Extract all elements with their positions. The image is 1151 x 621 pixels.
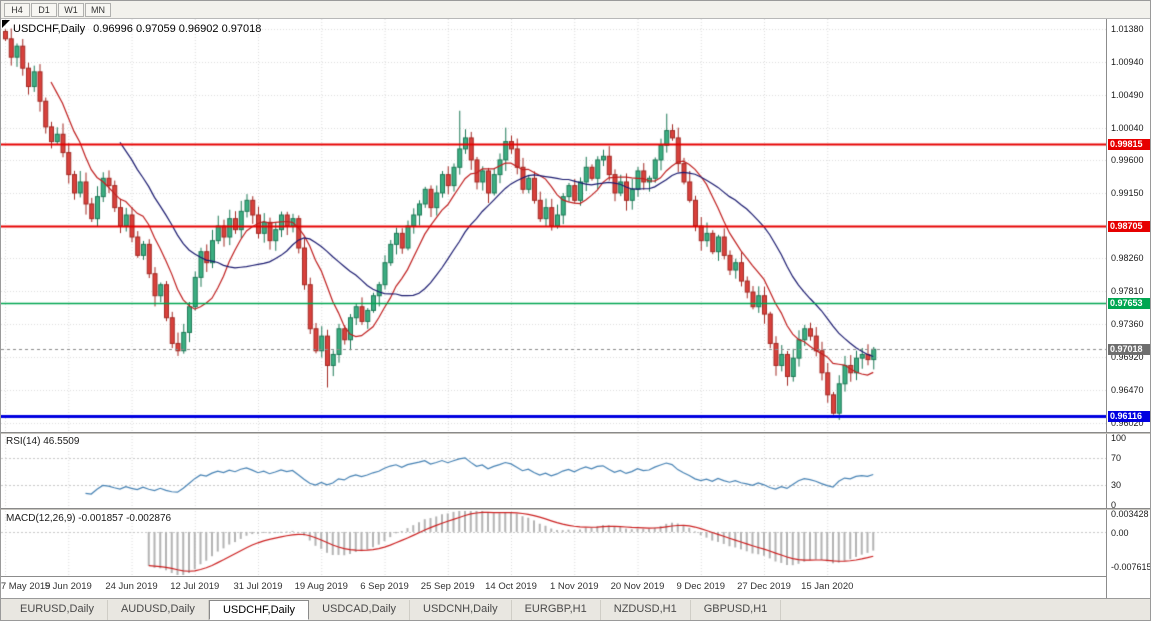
rsi-axis-label: 0: [1111, 500, 1117, 510]
price-chart-canvas[interactable]: [1, 19, 1106, 576]
chart-tabs-bar: EURUSD,Daily AUDUSD,Daily USDCHF,Daily USDC…: [1, 598, 1150, 620]
period-button-mn[interactable]: MN: [85, 2, 111, 17]
chart-tab-usdchf-daily[interactable]: USDCHF,Daily: [208, 600, 310, 620]
rsi-axis-label: 70: [1111, 453, 1122, 464]
symbol-period-label: USDCHF,Daily: [13, 23, 86, 35]
macd-axis-label: 0.003428: [1111, 509, 1149, 519]
period-button-d1[interactable]: D1: [31, 2, 57, 17]
date-axis-label: 6 Sep 2019: [360, 581, 409, 592]
macd-axis-label: 0.00: [1111, 527, 1129, 538]
price-axis-label: 0.96470: [1111, 384, 1144, 395]
date-axis-label: 14 Oct 2019: [485, 581, 537, 592]
price-scale[interactable]: 1.01380 1.00940 1.00490 1.00040 0.99600 0.991…: [1106, 19, 1151, 598]
price-axis-label: 1.01380: [1111, 24, 1144, 35]
ohlc-values-label: 0.96996 0.97059 0.96902 0.97018: [93, 23, 262, 35]
macd-axis-label: -0.007615: [1111, 562, 1151, 572]
price-axis-label: 0.99600: [1111, 154, 1144, 165]
level-price-badge: 0.98705: [1108, 220, 1150, 232]
price-axis-label: 0.97360: [1111, 319, 1144, 330]
date-axis-label: 19 Aug 2019: [294, 581, 348, 592]
level-price-badge: 0.96116: [1108, 410, 1150, 422]
period-button-h4[interactable]: H4: [4, 2, 30, 17]
date-axis-label: 20 Nov 2019: [610, 581, 665, 592]
chart-tab-usdcnh-daily[interactable]: USDCNH,Daily: [410, 600, 512, 620]
chart-corner-marker-icon: [2, 20, 10, 28]
current-price-badge: 0.97018: [1108, 344, 1150, 356]
date-axis-label: 1 Nov 2019: [549, 581, 599, 592]
date-axis-label: 5 Jun 2019: [44, 581, 92, 592]
chart-tab-eurgbp-h1[interactable]: EURGBP,H1: [512, 600, 601, 620]
time-scale[interactable]: 17 May 2019 5 Jun 2019 24 Jun 2019 12 Jul 2…: [1, 576, 1106, 598]
price-axis-label: 0.96920: [1111, 351, 1144, 362]
date-axis-label: 15 Jan 2020: [801, 581, 854, 592]
period-button-w1[interactable]: W1: [58, 2, 84, 17]
date-axis-label: 25 Sep 2019: [420, 581, 475, 592]
date-axis-label: 9 Dec 2019: [676, 581, 726, 592]
rsi-indicator-label: RSI(14) 46.5509: [6, 436, 80, 447]
price-axis-label: 1.00940: [1111, 56, 1144, 67]
chart-tab-nzdusd-h1[interactable]: NZDUSD,H1: [601, 600, 691, 620]
chart-title-line: USDCHF,Daily 0.96996 0.97059 0.96902 0.97…: [13, 23, 261, 35]
pane-resize-handle-macd[interactable]: [1, 508, 1150, 510]
macd-indicator-label: MACD(12,26,9) -0.001857 -0.002876: [6, 513, 172, 524]
date-axis-label: 27 Dec 2019: [737, 581, 791, 592]
date-axis-label: 31 Jul 2019: [233, 581, 283, 592]
price-axis-label: 1.00490: [1111, 89, 1144, 100]
chart-tab-usdcad-daily[interactable]: USDCAD,Daily: [309, 600, 411, 620]
price-axis-label: 0.96020: [1111, 417, 1144, 428]
date-axis-label: 17 May 2019: [0, 581, 51, 592]
chart-tab-gbpusd-h1[interactable]: GBPUSD,H1: [691, 600, 782, 620]
level-price-badge: 0.97653: [1108, 297, 1150, 309]
level-price-badge: 0.99815: [1108, 139, 1150, 151]
price-axis-label: 0.97810: [1111, 286, 1144, 297]
rsi-axis-label: 30: [1111, 479, 1122, 490]
date-axis-label: 24 Jun 2019: [105, 581, 158, 592]
pane-resize-handle-rsi[interactable]: [1, 432, 1150, 434]
chart-tab-audusd-daily[interactable]: AUDUSD,Daily: [108, 600, 209, 620]
chart-tab-eurusd-daily[interactable]: EURUSD,Daily: [7, 600, 108, 620]
price-axis-label: 0.99150: [1111, 187, 1144, 198]
price-axis-label: 0.98260: [1111, 253, 1144, 264]
date-axis-label: 12 Jul 2019: [170, 581, 220, 592]
chart-area: USDCHF,Daily 0.96996 0.97059 0.96902 0.97…: [1, 19, 1150, 598]
rsi-axis-label: 100: [1111, 433, 1127, 443]
period-toolbar: H4 D1 W1 MN: [1, 1, 1150, 19]
price-axis-label: 1.00040: [1111, 122, 1144, 133]
